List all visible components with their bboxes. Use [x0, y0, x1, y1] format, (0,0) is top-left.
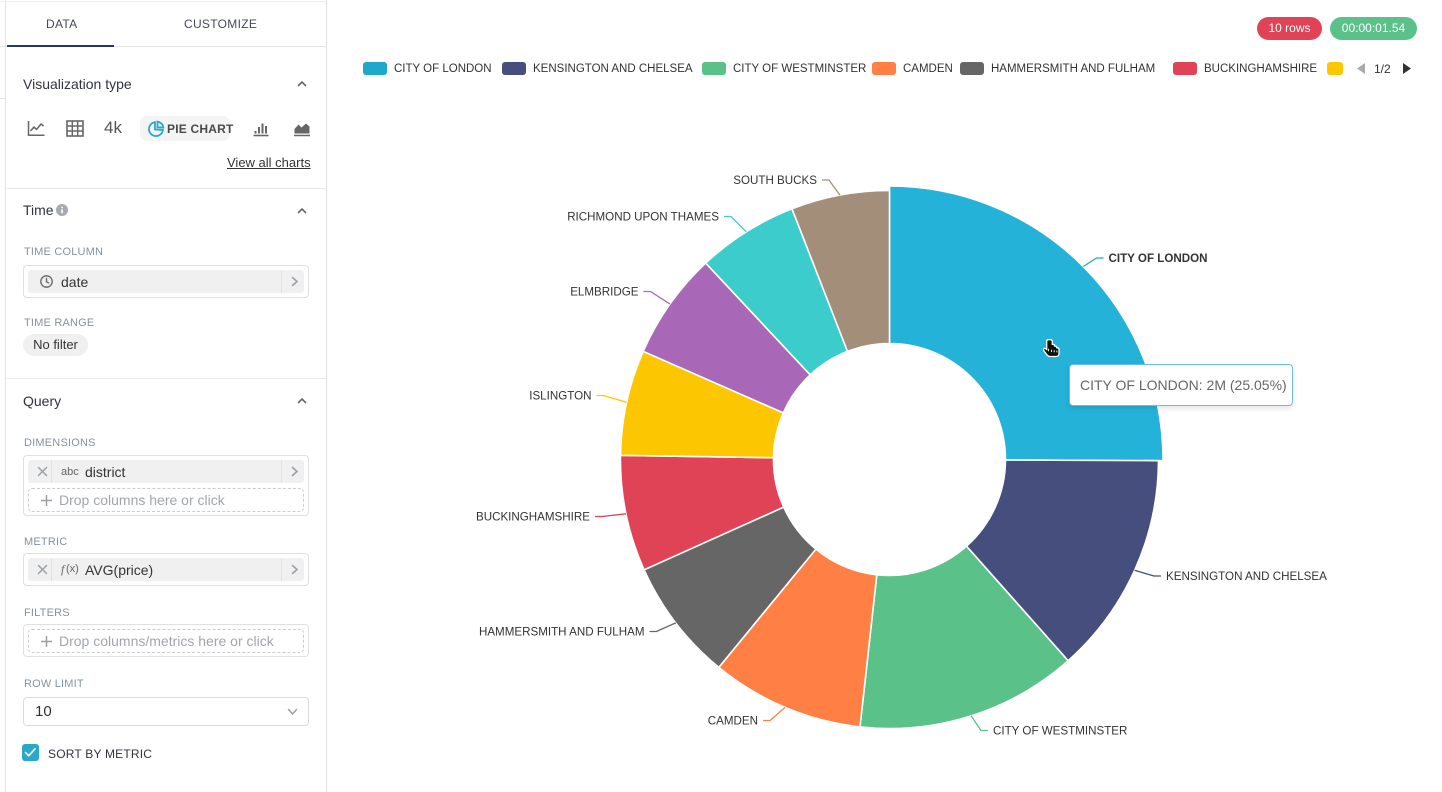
svg-text:HAMMERSMITH AND FULHAM: HAMMERSMITH AND FULHAM — [479, 626, 645, 639]
svg-text:CITY OF LONDON: CITY OF LONDON — [1109, 252, 1208, 265]
svg-text:RICHMOND UPON THAMES: RICHMOND UPON THAMES — [567, 211, 719, 224]
svg-text:CITY OF WESTMINSTER: CITY OF WESTMINSTER — [993, 725, 1127, 738]
svg-text:SOUTH BUCKS: SOUTH BUCKS — [733, 174, 817, 187]
svg-text:CAMDEN: CAMDEN — [708, 715, 758, 728]
svg-text:KENSINGTON AND CHELSEA: KENSINGTON AND CHELSEA — [1166, 570, 1327, 583]
svg-text:BUCKINGHAMSHIRE: BUCKINGHAMSHIRE — [476, 511, 590, 524]
svg-text:ELMBRIDGE: ELMBRIDGE — [570, 286, 639, 299]
svg-text:ISLINGTON: ISLINGTON — [529, 390, 591, 403]
